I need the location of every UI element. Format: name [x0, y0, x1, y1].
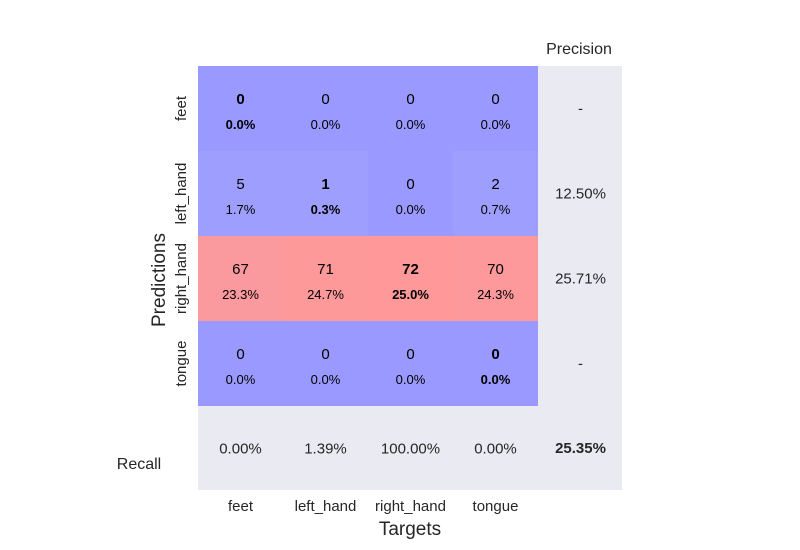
cell-percent-label: 0.0% [396, 202, 426, 217]
cell-count-label: 0 [491, 346, 499, 363]
y-axis-label: Predictions [149, 233, 170, 327]
precision-value: 12.50% [555, 186, 606, 203]
matrix-margins: - 12.50% 25.71% - 0.00% 1.39% 100.00% 0.00% 25.3… [219, 101, 606, 458]
recall-value: 0.00% [219, 441, 262, 458]
precision-column-background [537, 66, 622, 405]
cell-count-label: 0 [406, 176, 414, 193]
matrix-cell [283, 66, 368, 151]
recall-label: Recall [117, 456, 161, 473]
cell-percent-label: 0.0% [396, 372, 426, 387]
recall-value: 100.00% [381, 441, 440, 458]
matrix-cell [198, 236, 283, 321]
matrix-cell [198, 66, 283, 151]
recall-value: 1.39% [304, 441, 347, 458]
cell-count-label: 5 [236, 176, 244, 193]
axis-ticks: feet left_hand right_hand tonguefeetleft_ha… [173, 95, 518, 515]
cell-percent-label: 0.0% [481, 372, 511, 387]
cell-count-label: 1 [321, 176, 329, 193]
matrix-cell [283, 321, 368, 406]
x-tick-label: tongue [473, 498, 519, 515]
matrix-cell [368, 151, 453, 236]
x-axis-label: Targets [379, 519, 441, 540]
matrix-cell [368, 66, 453, 151]
cell-percent-label: 24.7% [307, 287, 344, 302]
cell-count-label: 0 [491, 91, 499, 108]
cell-percent-label: 25.0% [392, 287, 429, 302]
matrix-cell [453, 66, 538, 151]
y-tick-label: left_hand [173, 163, 190, 225]
y-tick-label: tongue [173, 341, 190, 387]
cell-count-label: 2 [491, 176, 499, 193]
cell-percent-label: 1.7% [226, 202, 256, 217]
cell-count-label: 70 [487, 261, 504, 278]
cell-count-label: 0 [321, 91, 329, 108]
x-tick-label: left_hand [295, 498, 357, 515]
cell-count-label: 71 [317, 261, 334, 278]
matrix-cell [198, 321, 283, 406]
recall-row-background [198, 405, 622, 490]
cell-count-label: 0 [406, 346, 414, 363]
cell-count-label: 0 [406, 91, 414, 108]
matrix-cell [283, 236, 368, 321]
cell-percent-label: 0.0% [226, 372, 256, 387]
recall-value: 0.00% [474, 441, 517, 458]
cell-percent-label: 0.0% [481, 117, 511, 132]
y-tick-label: feet [173, 95, 190, 121]
matrix-cell [368, 236, 453, 321]
cell-percent-label: 0.3% [311, 202, 341, 217]
matrix-cell [453, 236, 538, 321]
x-tick-label: right_hand [375, 498, 446, 515]
precision-header: Precision [546, 41, 612, 58]
cell-percent-label: 0.7% [481, 202, 511, 217]
cell-percent-label: 0.0% [311, 117, 341, 132]
cell-percent-label: 23.3% [222, 287, 259, 302]
accuracy-value: 25.35% [555, 440, 606, 457]
matrix-cell [453, 321, 538, 406]
precision-value: - [578, 101, 583, 118]
precision-value: 25.71% [555, 271, 606, 288]
matrix-cells: 0 0.0% 0 0.0% 0 0.0% 0 0.0% 5 1.7% 1 0.3% 0 0.0% 2 0.7%… [198, 66, 538, 406]
y-tick-label: right_hand [173, 243, 190, 314]
cell-count-label: 67 [232, 261, 249, 278]
cell-percent-label: 24.3% [477, 287, 514, 302]
precision-value: - [578, 356, 583, 373]
cell-count-label: 72 [402, 261, 419, 278]
cell-count-label: 0 [236, 91, 244, 108]
cell-percent-label: 0.0% [311, 372, 341, 387]
matrix-cell [453, 151, 538, 236]
cell-percent-label: 0.0% [226, 117, 256, 132]
cell-count-label: 0 [236, 346, 244, 363]
x-tick-label: feet [228, 498, 254, 515]
matrix-cell [368, 321, 453, 406]
cell-count-label: 0 [321, 346, 329, 363]
cell-percent-label: 0.0% [396, 117, 426, 132]
matrix-cell [198, 151, 283, 236]
matrix-cell [283, 151, 368, 236]
